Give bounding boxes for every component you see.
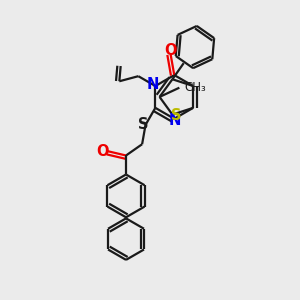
Text: CH₃: CH₃ (185, 81, 207, 94)
Text: S: S (138, 117, 148, 132)
Text: O: O (96, 144, 109, 159)
Text: S: S (171, 108, 181, 123)
Text: N: N (146, 77, 158, 92)
Text: N: N (169, 113, 182, 128)
Text: O: O (164, 43, 177, 58)
